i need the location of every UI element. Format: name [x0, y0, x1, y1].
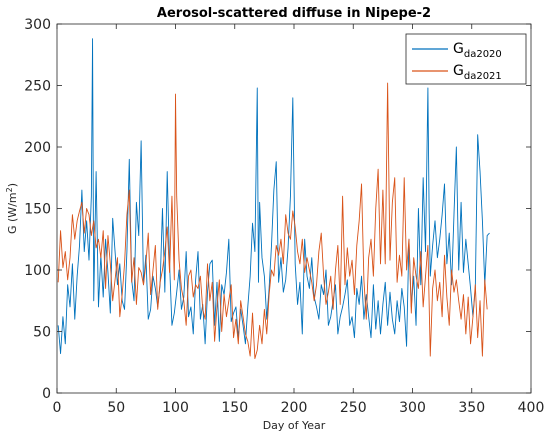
y-tick-label: 100: [24, 263, 51, 279]
legend-label-da2021: Gda2021: [453, 63, 502, 82]
x-axis-label: Day of Year: [263, 419, 326, 432]
legend-label-da2020: Gda2020: [453, 41, 502, 60]
x-tick-label: 150: [221, 400, 248, 416]
y-tick-label: 150: [24, 202, 51, 218]
y-axis-label-end: ): [6, 183, 19, 187]
x-tick-label: 200: [281, 400, 308, 416]
series-line-da2020: [57, 38, 490, 355]
y-axis-label-sup: 2: [5, 187, 14, 192]
x-tick-label: 300: [399, 400, 426, 416]
x-tick-label: 350: [458, 400, 485, 416]
y-tick-label: 50: [33, 325, 51, 341]
y-tick-label: 200: [24, 140, 51, 156]
legend-box: [405, 33, 527, 85]
series-line-da2021: [57, 82, 488, 360]
x-tick-label: 0: [53, 400, 62, 416]
y-tick-label: 300: [24, 17, 51, 33]
x-tick-label: 400: [518, 400, 545, 416]
y-axis-label-main: G (W/m: [6, 192, 19, 234]
y-axis-label: G (W/m2): [5, 183, 20, 234]
y-tick-label: 250: [24, 79, 51, 95]
x-tick-label: 100: [162, 400, 189, 416]
y-tick-label: 0: [42, 386, 51, 402]
x-tick-label: 250: [340, 400, 367, 416]
chart-title: Aerosol-scattered diffuse in Nipepe-2: [157, 6, 431, 21]
x-tick-label: 50: [107, 400, 125, 416]
